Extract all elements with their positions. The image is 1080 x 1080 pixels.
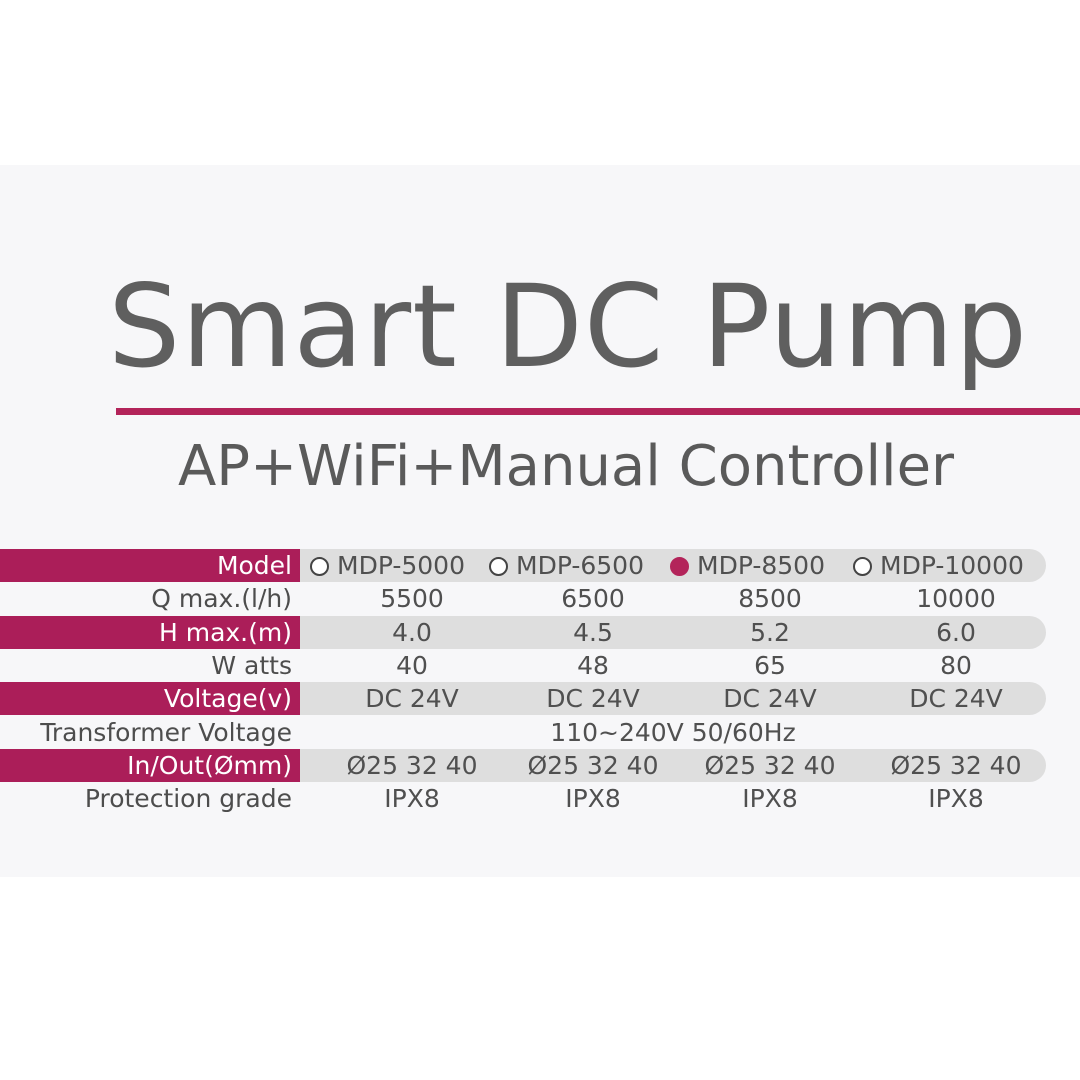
spec-row-protection-grade: Protection grade IPX8 IPX8 IPX8 IPX8 [0,782,1080,815]
row-label-transformer-voltage: Transformer Voltage [40,718,292,747]
voltage-value: DC 24V [546,684,640,713]
voltage-value: DC 24V [909,684,1003,713]
voltage-value: DC 24V [723,684,817,713]
row-label-in-out: In/Out(Ømm) [127,751,292,780]
row-label-model: Model [216,551,292,580]
in-out-value: Ø25 32 40 [527,751,659,780]
row-label-bar [0,682,300,715]
in-out-value: Ø25 32 40 [890,751,1022,780]
row-label-bar [0,616,300,649]
h-max-value: 4.0 [392,618,432,647]
row-band [300,616,1046,649]
row-label-h-max: H max.(m) [158,618,292,647]
radio-unselected-icon[interactable] [489,557,508,576]
spec-row-transformer-voltage: Transformer Voltage 110~240V 50/60Hz [0,716,1080,749]
q-max-value: 10000 [916,584,996,613]
protection-grade-value: IPX8 [742,784,798,813]
row-label-q-max: Q max.(l/h) [151,584,292,613]
q-max-value: 5500 [380,584,444,613]
watts-value: 40 [396,651,428,680]
in-out-value: Ø25 32 40 [704,751,836,780]
watts-value: 65 [754,651,786,680]
product-subtitle: AP+WiFi+Manual Controller [178,434,955,499]
spec-row-model: Model MDP-5000 MDP-6500 MDP-8500 MDP-100… [0,549,1080,582]
watts-value: 80 [940,651,972,680]
h-max-value: 6.0 [936,618,976,647]
row-label-protection-grade: Protection grade [84,784,292,813]
protection-grade-value: IPX8 [928,784,984,813]
radio-unselected-icon[interactable] [853,557,872,576]
product-title: Smart DC Pump [108,260,1029,393]
row-label-watts: W atts [211,651,292,680]
spec-row-in-out: In/Out(Ømm) Ø25 32 40 Ø25 32 40 Ø25 32 4… [0,749,1080,782]
row-band [300,749,1046,782]
row-label-bar [0,749,300,782]
model-option-mdp-6500[interactable]: MDP-6500 [489,549,644,582]
spec-row-voltage: Voltage(v) DC 24V DC 24V DC 24V DC 24V [0,682,1080,715]
h-max-value: 5.2 [750,618,790,647]
spec-row-q-max: Q max.(l/h) 5500 6500 8500 10000 [0,582,1080,615]
protection-grade-value: IPX8 [384,784,440,813]
row-label-bar [0,549,300,582]
q-max-value: 6500 [561,584,625,613]
transformer-voltage-value: 110~240V 50/60Hz [550,718,796,747]
watts-value: 48 [577,651,609,680]
h-max-value: 4.5 [573,618,613,647]
protection-grade-value: IPX8 [565,784,621,813]
model-option-mdp-8500[interactable]: MDP-8500 [670,549,825,582]
model-option-mdp-5000[interactable]: MDP-5000 [310,549,465,582]
title-divider [116,408,1080,415]
model-option-mdp-10000[interactable]: MDP-10000 [853,549,1024,582]
q-max-value: 8500 [738,584,802,613]
radio-unselected-icon[interactable] [310,557,329,576]
spec-row-watts: W atts 40 48 65 80 [0,649,1080,682]
row-label-voltage: Voltage(v) [163,684,292,713]
voltage-value: DC 24V [365,684,459,713]
radio-selected-icon[interactable] [670,557,689,576]
row-band [300,682,1046,715]
in-out-value: Ø25 32 40 [346,751,478,780]
spec-row-h-max: H max.(m) 4.0 4.5 5.2 6.0 [0,616,1080,649]
